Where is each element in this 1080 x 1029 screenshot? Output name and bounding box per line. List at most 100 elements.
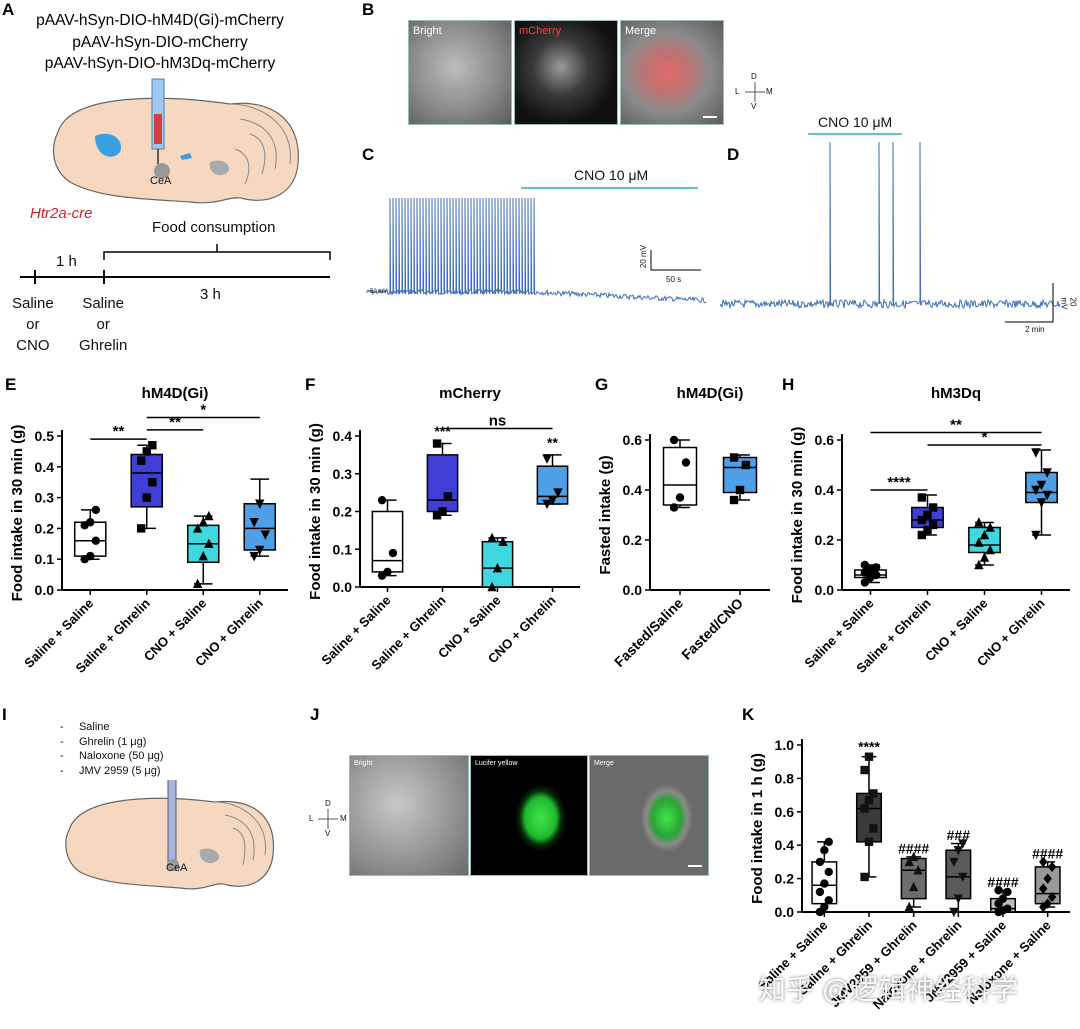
- data-point: [824, 896, 833, 905]
- chart-title: hM4D(Gi): [142, 385, 209, 402]
- first-injection-label: Saline or CNO: [12, 293, 54, 356]
- trace-line-d: [720, 141, 1061, 310]
- y-tick-label: 0.0: [815, 582, 835, 598]
- data-point: [869, 789, 878, 798]
- timeline-axis: [20, 244, 331, 284]
- data-point: [917, 493, 927, 502]
- data-point: [148, 478, 157, 487]
- scale-v-c: 20 mV: [639, 244, 649, 269]
- y-tick-label: 0.1: [333, 541, 353, 557]
- data-point: [820, 902, 829, 912]
- data-point: [908, 881, 919, 892]
- legend-i-item: - Ghrelin (1 μg): [60, 735, 147, 748]
- mcherry-image-b: mCherry: [514, 20, 618, 125]
- data-point: [498, 536, 508, 546]
- significance-label: *: [200, 402, 206, 419]
- data-point: [1031, 448, 1041, 458]
- merge-caption-j: Merge: [594, 760, 614, 767]
- data-point: [974, 559, 984, 570]
- trace-line-c: [366, 197, 707, 304]
- significance-label: ####: [987, 874, 1018, 890]
- compass-v-b: V: [751, 102, 757, 111]
- data-point: [669, 503, 679, 512]
- box-group: [481, 532, 514, 592]
- data-point: [864, 837, 874, 847]
- data-point: [249, 551, 259, 562]
- significance-label: ####: [1032, 846, 1063, 862]
- panel-label: F: [305, 375, 315, 394]
- significance-label: **: [113, 423, 125, 440]
- scale-t-d: 2 min: [1025, 325, 1045, 334]
- timeline-duration-label: 3 h: [200, 286, 221, 303]
- data-point: [860, 804, 869, 813]
- box-group: [536, 454, 569, 510]
- data-point: [377, 495, 387, 505]
- box: [900, 857, 927, 900]
- panel-label-d: D: [727, 145, 740, 164]
- data-point: [860, 872, 869, 882]
- trace-c: [366, 187, 707, 304]
- legend-i: - Saline - Ghrelin (1 μg) - Naloxone (50…: [60, 720, 164, 778]
- mouse-line-label: Htr2a-cre: [30, 205, 93, 222]
- compass-icon-b: [745, 82, 765, 102]
- cno-label-d: CNO 10 μM: [818, 114, 893, 130]
- y-tick-label: 0.4: [623, 482, 643, 498]
- data-point: [860, 765, 869, 775]
- resting-label-c: -50 mV: [368, 289, 388, 295]
- data-point: [542, 454, 552, 464]
- brain-schematic-a: [52, 78, 299, 204]
- panel-label-b: B: [362, 0, 375, 19]
- first-injection-line-2: or: [26, 316, 40, 333]
- box: [811, 861, 838, 905]
- box-group: [900, 851, 927, 912]
- cno-label-c: CNO 10 μM: [574, 167, 649, 183]
- significance-label: **: [950, 417, 962, 434]
- box: [73, 521, 107, 557]
- merge-image-j: Merge: [589, 755, 709, 876]
- data-point: [1042, 468, 1052, 478]
- chart-title: hM4D(Gi): [677, 385, 744, 402]
- data-point: [820, 846, 829, 855]
- significance-label: ns: [489, 412, 507, 429]
- box: [371, 510, 404, 573]
- data-point: [741, 460, 751, 470]
- data-point: [443, 492, 453, 501]
- y-tick-label: 0.2: [623, 532, 643, 548]
- data-point: [928, 503, 938, 512]
- data-point: [1039, 883, 1048, 894]
- data-point: [1042, 490, 1052, 501]
- y-axis-label: Food intake in 30 min (g): [789, 427, 806, 604]
- box-group: [130, 441, 164, 533]
- data-point: [681, 458, 691, 467]
- timeline-food-label: Food consumption: [152, 219, 276, 236]
- data-point: [553, 488, 563, 498]
- region-label-a: CeA: [150, 175, 172, 187]
- data-point: [974, 517, 984, 527]
- data-point: [994, 886, 1003, 895]
- data-point: [1031, 485, 1041, 496]
- bright-caption-j: Bright: [354, 760, 373, 767]
- scale-bar-b: [703, 116, 717, 118]
- data-point: [815, 857, 825, 867]
- bright-image-b: Bright: [408, 20, 512, 125]
- data-point: [1031, 530, 1041, 541]
- data-point: [985, 522, 995, 532]
- data-point: [255, 545, 265, 556]
- mcherry-caption-b: mCherry: [519, 25, 562, 37]
- significance-label: ***: [434, 423, 451, 439]
- data-point: [917, 515, 927, 525]
- data-point: [958, 872, 968, 883]
- data-point: [148, 441, 157, 450]
- compass-d-b: D: [751, 72, 757, 81]
- compass-l-b: L: [735, 87, 740, 96]
- chart-k: K Food intake in 1 h (g) 0.0 0.2 0.4 0.6 0.8 1.…: [742, 705, 1070, 1012]
- y-tick-label: 0.8: [775, 770, 795, 786]
- y-tick-label: 0.4: [815, 482, 835, 498]
- data-point: [729, 453, 739, 462]
- panel-label: E: [5, 375, 16, 394]
- data-point: [91, 536, 101, 545]
- data-point: [198, 550, 208, 561]
- compass-m-j: M: [340, 814, 347, 823]
